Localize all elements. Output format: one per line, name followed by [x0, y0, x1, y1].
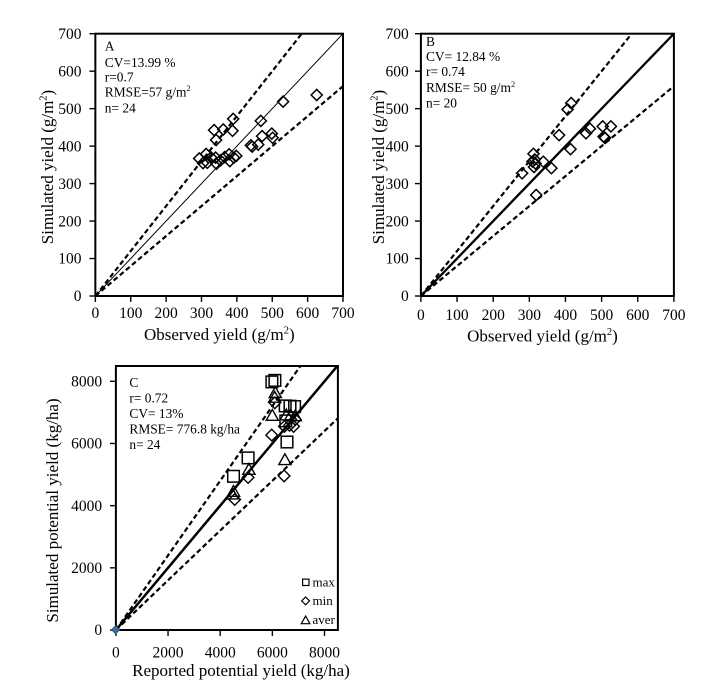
- svg-text:0: 0: [417, 307, 425, 324]
- svg-text:aver: aver: [313, 612, 336, 627]
- svg-text:0: 0: [91, 305, 99, 322]
- svg-text:700: 700: [385, 26, 409, 43]
- svg-text:0: 0: [94, 622, 102, 639]
- svg-text:500: 500: [385, 101, 409, 118]
- svg-text:B: B: [426, 34, 435, 49]
- svg-text:Reported potential yield (kg/h: Reported potential yield (kg/ha): [132, 661, 350, 680]
- svg-text:min: min: [313, 593, 334, 608]
- svg-text:300: 300: [518, 307, 542, 324]
- svg-text:100: 100: [119, 305, 143, 322]
- svg-text:400: 400: [225, 305, 249, 322]
- svg-text:C: C: [129, 375, 138, 390]
- svg-text:500: 500: [590, 307, 614, 324]
- svg-text:600: 600: [296, 305, 320, 322]
- svg-text:r= 0.72: r= 0.72: [129, 391, 168, 406]
- svg-text:400: 400: [385, 138, 409, 155]
- svg-text:600: 600: [58, 63, 82, 80]
- svg-text:700: 700: [331, 305, 355, 322]
- svg-text:500: 500: [58, 101, 82, 118]
- svg-text:n= 24: n= 24: [129, 437, 160, 452]
- svg-text:CV=13.99 %: CV=13.99 %: [105, 55, 176, 70]
- svg-text:r=0.7: r=0.7: [105, 69, 134, 84]
- svg-text:Observed yield (g/m2): Observed yield (g/m2): [144, 325, 295, 344]
- svg-text:300: 300: [58, 176, 82, 193]
- svg-text:8000: 8000: [309, 644, 340, 661]
- svg-text:0: 0: [74, 288, 82, 305]
- svg-text:600: 600: [626, 307, 650, 324]
- svg-text:100: 100: [445, 307, 469, 324]
- svg-text:6000: 6000: [71, 436, 102, 453]
- svg-text:2000: 2000: [71, 560, 102, 577]
- svg-text:100: 100: [58, 251, 82, 268]
- svg-text:6000: 6000: [257, 644, 288, 661]
- svg-text:8000: 8000: [71, 374, 102, 391]
- svg-text:700: 700: [58, 26, 82, 43]
- svg-text:100: 100: [385, 251, 409, 268]
- svg-text:Simulated yield (g/m2): Simulated yield (g/m2): [38, 90, 57, 244]
- svg-text:Observed yield (g/m2): Observed yield (g/m2): [467, 327, 618, 346]
- svg-text:RMSE=57 g/m2: RMSE=57 g/m2: [105, 84, 191, 99]
- svg-text:r= 0.74: r= 0.74: [426, 64, 465, 79]
- svg-text:500: 500: [261, 305, 285, 322]
- svg-text:0: 0: [401, 288, 409, 305]
- svg-text:max: max: [313, 575, 336, 590]
- svg-text:RMSE= 50 g/m2: RMSE= 50 g/m2: [426, 80, 515, 95]
- svg-text:700: 700: [662, 307, 686, 324]
- svg-text:300: 300: [385, 176, 409, 193]
- svg-text:n= 20: n= 20: [426, 95, 457, 110]
- svg-text:400: 400: [58, 138, 82, 155]
- svg-text:2000: 2000: [153, 644, 184, 661]
- svg-text:n= 24: n= 24: [105, 101, 136, 116]
- svg-text:400: 400: [554, 307, 578, 324]
- svg-text:200: 200: [154, 305, 178, 322]
- svg-text:A: A: [105, 38, 115, 53]
- svg-text:600: 600: [385, 63, 409, 80]
- svg-text:CV= 12.84 %: CV= 12.84 %: [426, 49, 500, 64]
- svg-text:300: 300: [190, 305, 214, 322]
- svg-text:0: 0: [112, 644, 120, 661]
- svg-text:200: 200: [58, 213, 82, 230]
- svg-text:Simulated potential yield (kg/: Simulated potential yield (kg/ha): [43, 398, 62, 622]
- svg-text:200: 200: [482, 307, 506, 324]
- svg-text:4000: 4000: [205, 644, 236, 661]
- svg-text:4000: 4000: [71, 498, 102, 515]
- svg-text:RMSE= 776.8 kg/ha: RMSE= 776.8 kg/ha: [129, 422, 240, 437]
- svg-text:Simulated yield (g/m2): Simulated yield (g/m2): [369, 90, 388, 244]
- svg-text:CV= 13%: CV= 13%: [129, 406, 183, 421]
- svg-text:200: 200: [385, 213, 409, 230]
